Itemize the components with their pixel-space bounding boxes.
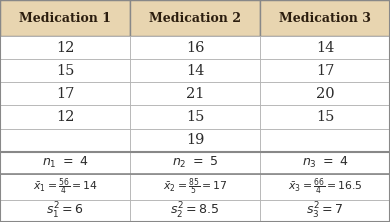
Text: $s_3^2 = 7$: $s_3^2 = 7$: [307, 201, 344, 221]
Text: $\bar{x}_2 = \frac{85}{5} = 17$: $\bar{x}_2 = \frac{85}{5} = 17$: [163, 176, 227, 198]
Bar: [260, 200, 390, 222]
Text: 19: 19: [186, 133, 204, 147]
Bar: [130, 82, 260, 105]
Bar: [260, 129, 390, 152]
Text: Medication 2: Medication 2: [149, 12, 241, 25]
Bar: [0, 36, 130, 59]
Text: $n_2\ =\ 5$: $n_2\ =\ 5$: [172, 155, 218, 170]
Text: 15: 15: [56, 64, 74, 78]
Bar: [0, 105, 130, 129]
Bar: [0, 174, 130, 200]
Text: 15: 15: [186, 110, 204, 124]
Text: 14: 14: [316, 41, 334, 55]
Bar: [130, 105, 260, 129]
Text: $s_1^2 = 6$: $s_1^2 = 6$: [46, 201, 84, 221]
Text: $s_2^2 = 8.5$: $s_2^2 = 8.5$: [170, 201, 220, 221]
Text: $\bar{x}_3 = \frac{66}{4} = 16.5$: $\bar{x}_3 = \frac{66}{4} = 16.5$: [287, 176, 362, 198]
Text: 16: 16: [186, 41, 204, 55]
Bar: [0, 129, 130, 152]
Bar: [130, 152, 260, 174]
Bar: [260, 174, 390, 200]
Bar: [260, 59, 390, 82]
Bar: [130, 0, 260, 36]
Text: 15: 15: [316, 110, 334, 124]
Text: 14: 14: [186, 64, 204, 78]
Text: Medication 1: Medication 1: [19, 12, 111, 25]
Bar: [0, 200, 130, 222]
Text: 17: 17: [56, 87, 74, 101]
Bar: [130, 59, 260, 82]
Bar: [130, 129, 260, 152]
Bar: [0, 152, 130, 174]
Bar: [0, 82, 130, 105]
Text: $n_1\ =\ 4$: $n_1\ =\ 4$: [42, 155, 88, 170]
Text: 12: 12: [56, 41, 74, 55]
Bar: [130, 174, 260, 200]
Text: Medication 3: Medication 3: [279, 12, 371, 25]
Text: $\bar{x}_1 = \frac{56}{4} = 14$: $\bar{x}_1 = \frac{56}{4} = 14$: [32, 176, 98, 198]
Bar: [260, 36, 390, 59]
Bar: [0, 0, 130, 36]
Bar: [260, 105, 390, 129]
Text: 12: 12: [56, 110, 74, 124]
Bar: [260, 82, 390, 105]
Bar: [0, 59, 130, 82]
Text: 17: 17: [316, 64, 334, 78]
Bar: [260, 152, 390, 174]
Text: $n_3\ =\ 4$: $n_3\ =\ 4$: [302, 155, 348, 170]
Text: 21: 21: [186, 87, 204, 101]
Bar: [260, 0, 390, 36]
Bar: [130, 36, 260, 59]
Bar: [130, 200, 260, 222]
Text: 20: 20: [316, 87, 334, 101]
